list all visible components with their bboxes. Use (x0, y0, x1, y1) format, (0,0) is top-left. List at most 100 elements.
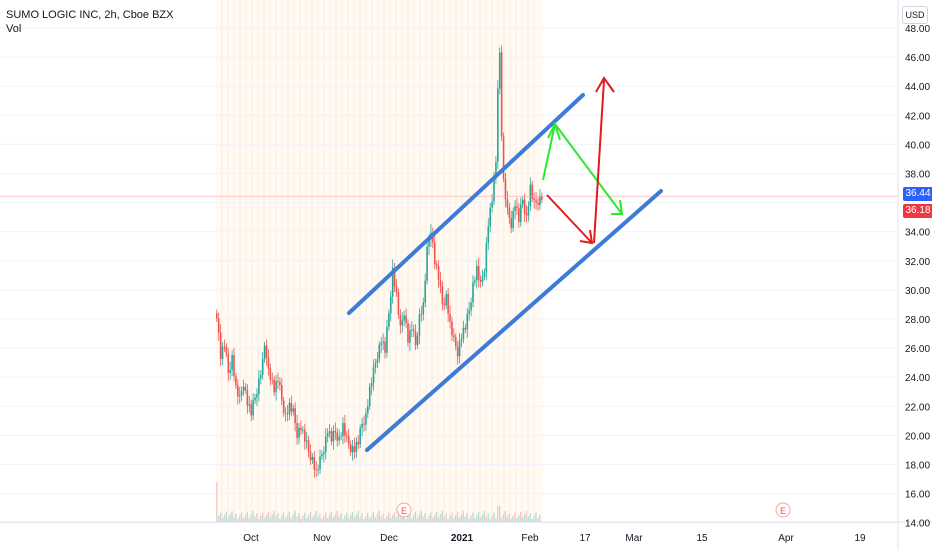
time-tick-label: Apr (778, 533, 794, 544)
candle-body (237, 385, 239, 397)
candle-body (263, 345, 266, 360)
candle-body (447, 293, 449, 314)
price-tick-label: 20.00 (905, 431, 930, 442)
candle-body (330, 431, 333, 442)
candle-body (235, 376, 237, 386)
volume-indicator-label[interactable]: Vol (6, 23, 22, 35)
volume-bar (477, 511, 480, 522)
volume-bar (279, 519, 281, 522)
candle-body (529, 184, 532, 207)
symbol-title[interactable]: SUMO LOGIC INC, 2h, Cboe BZX (6, 9, 174, 21)
candle-body (313, 456, 316, 470)
volume-bar (277, 513, 279, 522)
upper-channel-line (347, 93, 585, 315)
volume-bar (233, 516, 235, 522)
volume-bar (376, 514, 378, 522)
candle-body (261, 359, 264, 375)
candle-body (514, 206, 516, 212)
volume-bar (405, 519, 407, 522)
volume-bar (302, 515, 304, 522)
volume-bar (355, 514, 357, 522)
candle-body (217, 318, 220, 333)
volume-bar (349, 515, 352, 522)
candle-body (334, 430, 337, 433)
volume-bar (458, 517, 461, 522)
red-arrowhead-up (595, 76, 615, 93)
candle-body (483, 271, 486, 277)
volume-bar (430, 512, 432, 522)
candle-body (355, 442, 358, 452)
candle-body (259, 374, 262, 379)
candle-body (460, 338, 463, 342)
volume-bar (259, 515, 262, 522)
candle-body (456, 346, 459, 357)
price-tick-label: 14.00 (905, 519, 930, 530)
volume-bar (309, 511, 312, 522)
candle-body (479, 280, 482, 282)
volume-bar (460, 514, 463, 522)
volume-bar (271, 514, 273, 522)
candle-body (439, 280, 442, 287)
candle-body (411, 329, 413, 331)
volume-bar (384, 519, 386, 522)
volume-bar (330, 511, 333, 522)
candle-body (378, 344, 381, 360)
time-tick-label: 19 (854, 533, 866, 544)
volume-bar (437, 517, 440, 522)
volume-bar (252, 511, 254, 522)
candle-body (403, 315, 405, 321)
volume-bar (411, 518, 413, 522)
candle-body (512, 211, 514, 229)
volume-bar (445, 513, 447, 522)
candle-body (539, 196, 541, 205)
candle-body (397, 292, 400, 315)
candle-body (273, 379, 275, 393)
candle-body (359, 427, 361, 445)
volume-bar (435, 511, 438, 522)
volume-bar (338, 516, 340, 522)
candle-body (449, 313, 451, 322)
volume-bar (281, 515, 283, 522)
volume-bar (275, 516, 277, 522)
volume-bar (433, 515, 436, 522)
last-price-badge: 36.44 (903, 187, 932, 201)
price-tick-label: 44.00 (905, 82, 930, 93)
candle-body (344, 423, 346, 436)
candle-body (361, 423, 363, 428)
volume-bar (428, 515, 430, 522)
red-arrow-up (593, 79, 605, 244)
volume-bar (418, 514, 421, 522)
volume-bar (219, 512, 222, 522)
volume-bar (466, 513, 468, 522)
candle-body (453, 335, 455, 338)
candle-body (487, 226, 490, 244)
volume-bar (258, 519, 260, 522)
currency-button[interactable]: USD (902, 6, 928, 24)
volume-bar (294, 511, 296, 522)
volume-bar (334, 514, 336, 522)
candle-body (246, 390, 249, 406)
volume-bar (476, 515, 478, 522)
candle-body (435, 264, 438, 267)
candle-body (388, 313, 390, 327)
candle-body (521, 199, 524, 205)
candle-body (367, 406, 369, 414)
volume-bar (399, 511, 401, 522)
candle-body (420, 314, 423, 316)
volume-bar (403, 513, 405, 522)
candle-body (466, 313, 469, 330)
candle-body (485, 243, 488, 272)
earnings-marker-letter: E (401, 506, 407, 516)
candle-body (307, 440, 310, 452)
earnings-marker-letter: E (780, 506, 786, 516)
candle-body (315, 469, 318, 471)
candle-body (317, 469, 319, 470)
candle-body (372, 367, 375, 384)
candle-body (370, 383, 373, 387)
volume-bar (357, 511, 359, 522)
candle-body (303, 429, 306, 442)
candle-body (286, 413, 289, 415)
candle-body (422, 302, 425, 315)
earnings-marker (396, 502, 412, 518)
